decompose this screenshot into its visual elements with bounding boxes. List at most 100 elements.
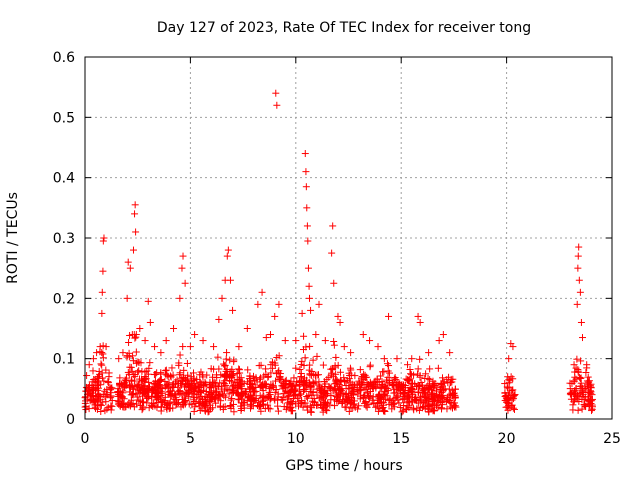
data-point: [332, 379, 340, 387]
data-point: [141, 337, 149, 345]
data-point: [583, 381, 591, 389]
data-point: [394, 396, 402, 404]
data-point: [217, 371, 225, 379]
data-point: [422, 370, 430, 378]
data-point: [410, 371, 418, 379]
data-point: [572, 385, 580, 393]
data-point: [191, 403, 199, 411]
data-point: [383, 360, 391, 368]
data-point: [343, 376, 351, 384]
data-point: [401, 382, 409, 390]
data-point: [174, 383, 182, 391]
data-point: [578, 405, 586, 413]
data-point: [136, 325, 144, 332]
data-point: [102, 366, 110, 374]
data-point: [246, 385, 254, 393]
data-point: [124, 368, 132, 376]
data-point: [306, 294, 314, 302]
data-point: [335, 396, 343, 404]
data-point: [327, 365, 335, 373]
data-point: [573, 300, 581, 308]
data-point: [166, 388, 174, 396]
data-point: [279, 379, 287, 387]
data-point: [130, 403, 138, 411]
data-point: [575, 276, 583, 284]
data-point: [581, 402, 589, 410]
data-point: [128, 367, 136, 375]
data-point: [315, 378, 323, 386]
data-point: [503, 394, 511, 402]
data-point: [363, 403, 371, 411]
data-point: [342, 403, 350, 411]
data-point: [153, 369, 161, 377]
data-point: [451, 403, 459, 411]
y-tick-label: 0.4: [53, 171, 75, 187]
data-point: [575, 398, 583, 406]
data-point: [434, 364, 442, 372]
data-point: [98, 309, 106, 317]
data-point: [237, 405, 245, 413]
data-point: [276, 370, 284, 378]
x-tick-labels: 0 5 10 15 20 25: [81, 431, 621, 447]
data-point: [431, 381, 439, 389]
data-point: [223, 349, 231, 357]
data-point: [435, 337, 443, 345]
data-point: [172, 401, 180, 409]
data-point: [165, 379, 173, 387]
data-point: [233, 389, 241, 397]
x-tick-label: 10: [287, 431, 305, 447]
data-point: [157, 403, 165, 411]
data-point: [415, 406, 423, 414]
data-point: [99, 354, 107, 362]
data-point: [229, 400, 237, 408]
data-point: [321, 337, 329, 345]
data-point: [256, 392, 264, 400]
data-point: [364, 389, 372, 397]
data-point: [328, 249, 336, 257]
data-point: [570, 377, 578, 385]
data-point: [140, 386, 148, 394]
data-point: [303, 204, 311, 212]
data-point: [208, 373, 216, 381]
data-point: [235, 365, 243, 373]
data-point: [215, 315, 223, 323]
data-point: [125, 339, 133, 347]
data-point: [265, 388, 273, 396]
data-point: [210, 365, 218, 373]
data-point: [336, 378, 344, 386]
data-point: [241, 387, 249, 395]
data-point: [152, 370, 160, 378]
data-point: [331, 380, 339, 388]
data-point: [89, 367, 97, 375]
data-point: [416, 373, 424, 381]
data-point: [425, 380, 433, 388]
x-tick-label: 15: [392, 431, 410, 447]
data-point: [161, 377, 169, 385]
data-point: [331, 386, 339, 394]
data-point: [169, 380, 177, 388]
y-tick-label: 0: [66, 412, 75, 428]
data-point: [436, 398, 444, 406]
data-point: [93, 381, 101, 389]
data-point: [312, 331, 320, 339]
data-point: [236, 369, 244, 377]
data-point: [505, 355, 513, 363]
data-point: [116, 374, 124, 382]
data-point: [296, 387, 304, 395]
data-point: [296, 390, 304, 398]
data-point: [230, 358, 238, 366]
data-point: [292, 400, 300, 408]
data-point: [252, 396, 260, 404]
data-point: [153, 380, 161, 388]
data-point: [582, 369, 590, 377]
data-point: [390, 400, 398, 408]
data-point: [181, 394, 189, 402]
data-point: [264, 372, 272, 380]
data-point: [303, 406, 311, 414]
data-point: [133, 393, 141, 401]
data-point: [85, 361, 93, 369]
data-point: [143, 367, 151, 375]
data-point: [173, 376, 181, 384]
data-point: [570, 396, 578, 404]
